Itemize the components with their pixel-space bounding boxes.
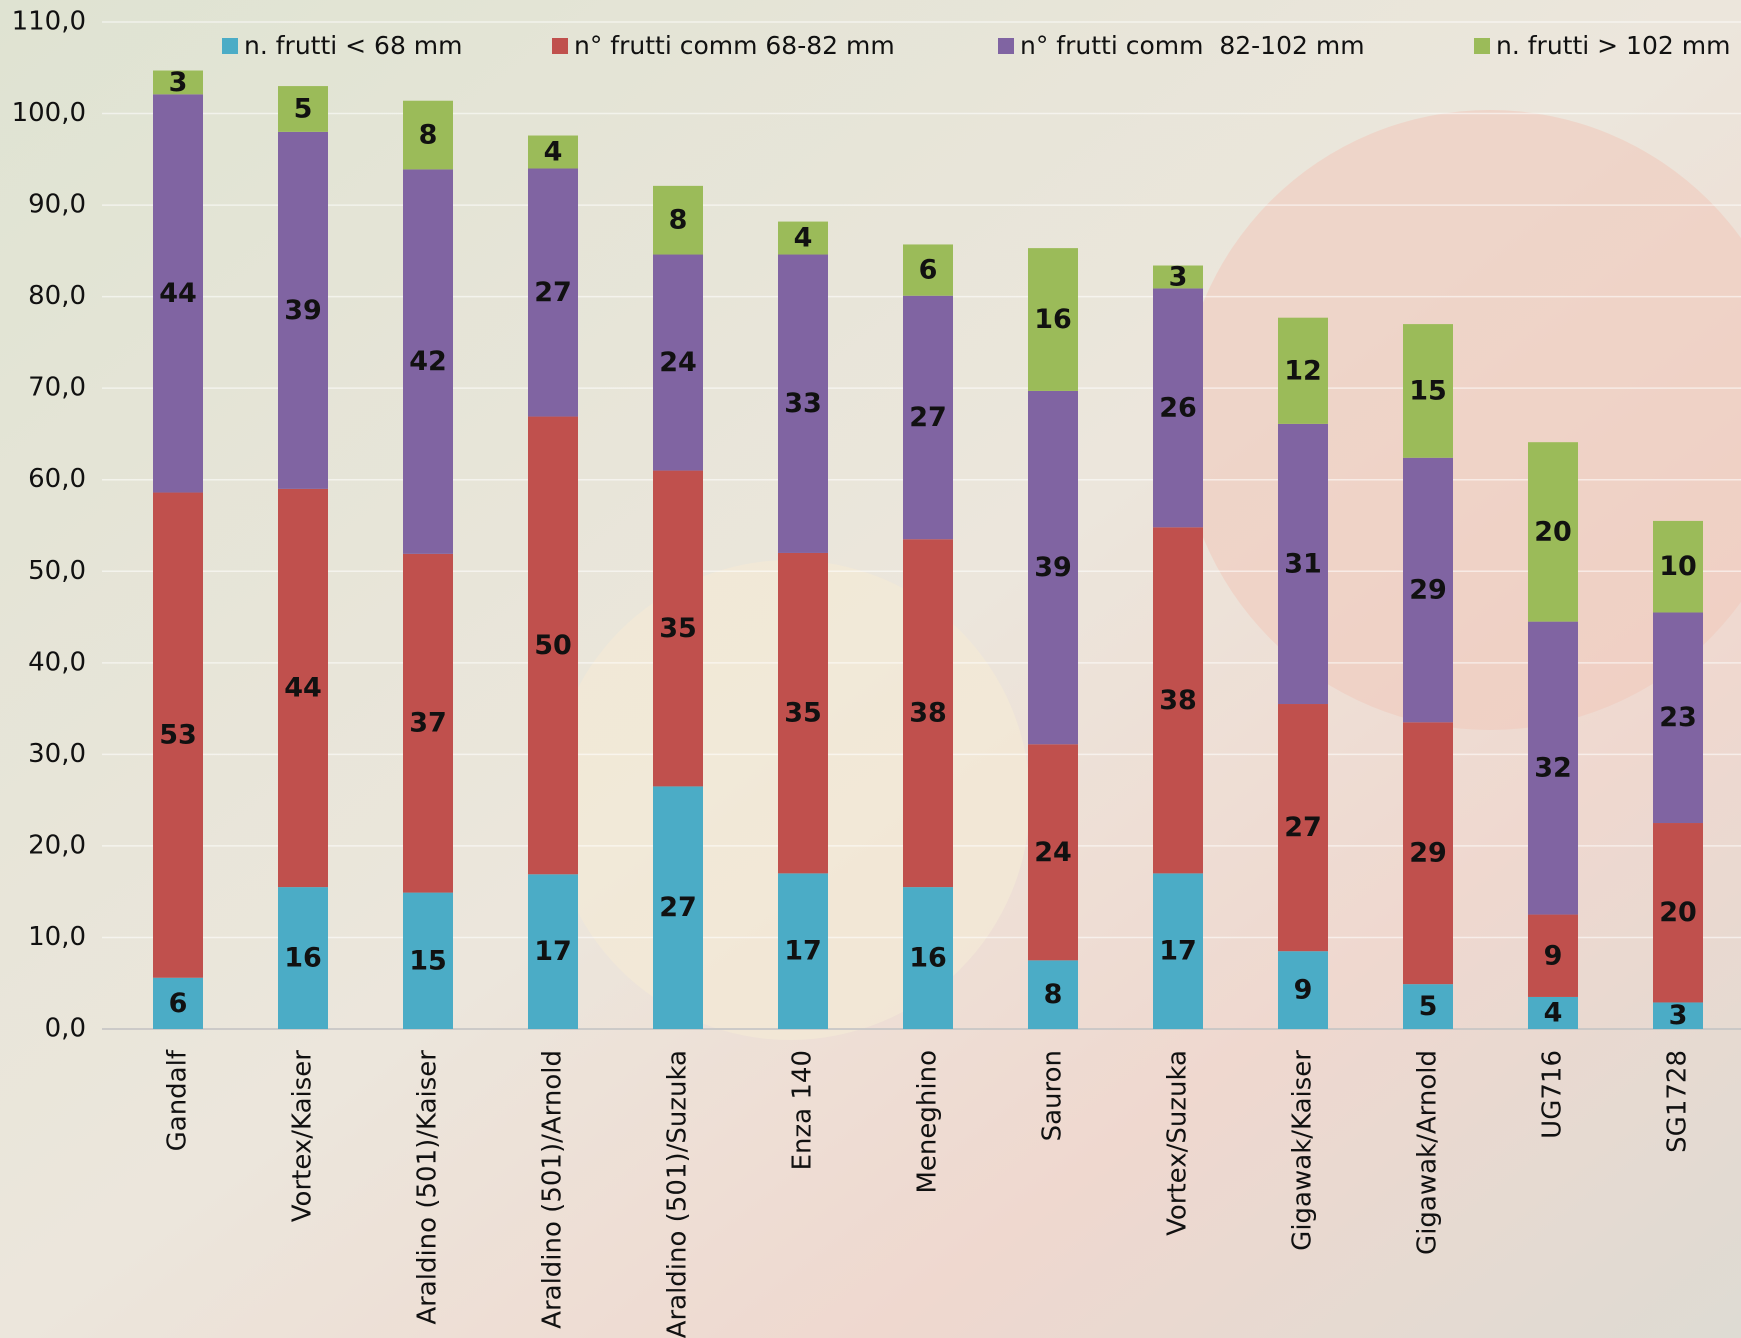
data-label: 27: [659, 892, 697, 923]
y-tick-label: 40,0: [28, 647, 86, 677]
y-tick-label: 10,0: [28, 922, 86, 952]
legend-label: n° frutti comm 82-102 mm: [1020, 31, 1365, 60]
y-tick-label: 30,0: [28, 739, 86, 769]
data-label: 5: [1419, 991, 1438, 1022]
x-tick-label: Vortex/Suzuka: [1163, 1050, 1193, 1236]
chart: 0,0 10,0 20,0 30,0 40,0 50,0 60,0 70,0 80,0 90,0 1…: [0, 0, 1741, 1338]
y-tick-label: 20,0: [28, 830, 86, 860]
legend-swatch: [222, 38, 238, 54]
x-tick-label: Araldino (501)/Kaiser: [413, 1050, 443, 1325]
data-label: 39: [284, 295, 322, 326]
data-label: 27: [534, 277, 572, 308]
x-tick-label: Araldino (501)/Arnold: [538, 1050, 568, 1329]
data-label: 53: [159, 720, 197, 751]
data-label: 15: [1409, 375, 1447, 406]
data-label: 26: [1159, 392, 1197, 423]
data-label: 29: [1409, 575, 1447, 606]
data-label: 16: [284, 943, 322, 974]
data-label: 15: [409, 945, 447, 976]
y-tick-label: 90,0: [28, 190, 86, 220]
data-label: 32: [1534, 753, 1572, 784]
legend-swatch: [552, 38, 568, 54]
y-tick-label: 70,0: [28, 373, 86, 403]
x-tick-label: Gandalf: [163, 1049, 193, 1151]
data-label: 38: [909, 698, 947, 729]
data-label: 17: [1159, 936, 1197, 967]
data-label: 42: [409, 346, 447, 377]
x-tick-label: Araldino (501)/Suzuka: [663, 1050, 693, 1338]
data-label: 9: [1294, 975, 1313, 1006]
data-label: 6: [919, 255, 938, 286]
y-tick-label: 60,0: [28, 464, 86, 494]
data-label: 6: [169, 988, 188, 1019]
x-tick-label: Gigawak/Kaiser: [1288, 1050, 1318, 1251]
x-tick-label: Enza 140: [788, 1050, 818, 1170]
data-label: 44: [159, 278, 197, 309]
data-label: 29: [1409, 838, 1447, 869]
data-label: 8: [419, 120, 438, 151]
x-tick-label: UG716: [1538, 1050, 1568, 1139]
data-label: 5: [294, 93, 313, 124]
data-label: 24: [659, 347, 697, 378]
x-tick-label: Gigawak/Arnold: [1413, 1050, 1443, 1255]
x-tick-label: SG1728: [1663, 1050, 1693, 1153]
data-label: 3: [169, 67, 188, 98]
legend-swatch: [1474, 38, 1490, 54]
legend-label: n° frutti comm 68-82 mm: [574, 31, 895, 60]
legend-swatch: [998, 38, 1014, 54]
data-label: 44: [284, 672, 322, 703]
data-label: 3: [1669, 1000, 1688, 1031]
data-label: 27: [909, 402, 947, 433]
data-label: 3: [1169, 261, 1188, 292]
data-label: 27: [1284, 812, 1322, 843]
data-label: 16: [909, 943, 947, 974]
data-label: 35: [784, 698, 822, 729]
y-tick-label: 50,0: [28, 556, 86, 586]
data-label: 20: [1534, 516, 1572, 547]
data-label: 39: [1034, 552, 1072, 583]
data-label: 38: [1159, 685, 1197, 716]
y-tick-label: 0,0: [45, 1014, 86, 1044]
x-tick-label: Vortex/Kaiser: [288, 1050, 318, 1223]
data-label: 8: [1044, 979, 1063, 1010]
data-label: 8: [669, 205, 688, 236]
legend-label: n. frutti < 68 mm: [244, 31, 463, 60]
data-label: 12: [1284, 355, 1322, 386]
data-label: 20: [1659, 897, 1697, 928]
y-tick-label: 80,0: [28, 281, 86, 311]
data-label: 9: [1544, 940, 1563, 971]
data-label: 4: [1544, 997, 1563, 1028]
data-label: 17: [534, 936, 572, 967]
data-label: 35: [659, 613, 697, 644]
data-label: 16: [1034, 304, 1072, 335]
data-label: 33: [784, 388, 822, 419]
data-label: 23: [1659, 702, 1697, 733]
data-label: 37: [409, 708, 447, 739]
data-label: 10: [1659, 551, 1697, 582]
data-label: 24: [1034, 837, 1072, 868]
data-label: 4: [794, 223, 813, 254]
data-label: 50: [534, 630, 572, 661]
x-tick-label: Sauron: [1038, 1050, 1068, 1141]
x-tick-label: Meneghino: [913, 1050, 943, 1194]
y-tick-label: 110,0: [12, 7, 86, 37]
legend-label: n. frutti > 102 mm: [1496, 31, 1730, 60]
y-tick-label: 100,0: [12, 98, 86, 128]
page: 0,0 10,0 20,0 30,0 40,0 50,0 60,0 70,0 80,0 90,0 1…: [0, 0, 1741, 1338]
data-label: 31: [1284, 548, 1322, 579]
data-label: 17: [784, 936, 822, 967]
data-label: 4: [544, 136, 563, 167]
